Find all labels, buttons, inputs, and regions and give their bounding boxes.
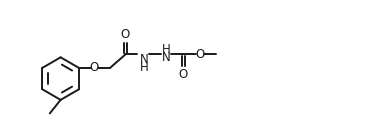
Text: O: O bbox=[195, 48, 204, 61]
Text: H: H bbox=[162, 43, 170, 56]
Text: N: N bbox=[162, 51, 170, 64]
Text: H: H bbox=[140, 62, 148, 75]
Text: N: N bbox=[140, 53, 148, 66]
Text: O: O bbox=[90, 62, 99, 75]
Text: O: O bbox=[121, 28, 130, 41]
Text: O: O bbox=[179, 68, 188, 81]
